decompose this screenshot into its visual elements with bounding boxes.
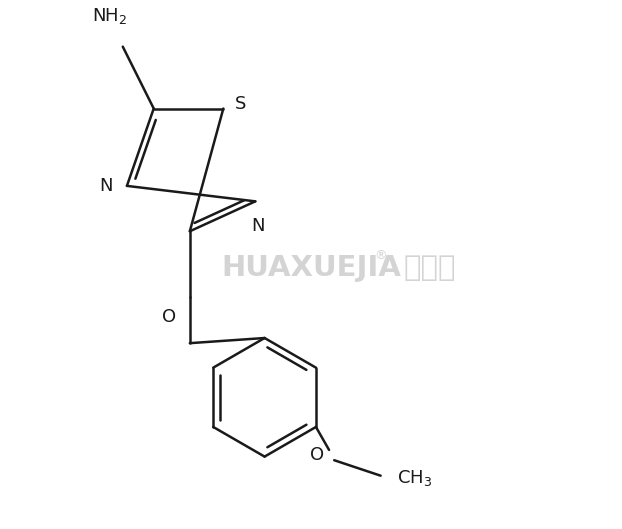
Text: O: O bbox=[310, 446, 324, 464]
Text: O: O bbox=[162, 308, 176, 326]
Text: HUAXUEJIA: HUAXUEJIA bbox=[221, 254, 401, 282]
Text: CH$_3$: CH$_3$ bbox=[397, 468, 432, 488]
Text: N: N bbox=[99, 177, 113, 195]
Text: ®: ® bbox=[374, 249, 387, 262]
Text: N: N bbox=[251, 217, 264, 235]
Text: 化学加: 化学加 bbox=[403, 254, 456, 282]
Text: NH$_2$: NH$_2$ bbox=[92, 6, 128, 26]
Text: S: S bbox=[234, 95, 246, 113]
